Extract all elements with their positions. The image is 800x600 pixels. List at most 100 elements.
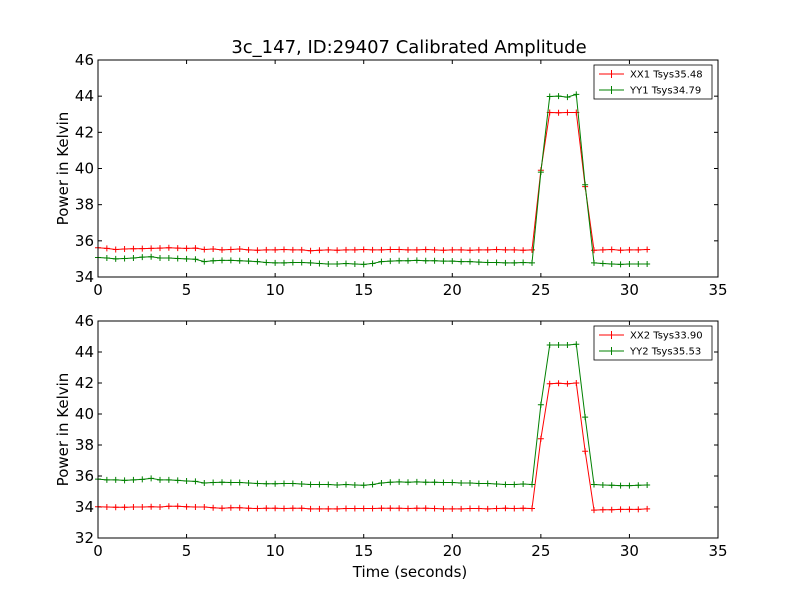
chart-2-series-2-point	[139, 476, 146, 483]
chart-2-legend-entry-2: YY2 Tsys35.53	[599, 347, 701, 358]
chart-2-ytick-label: 38	[75, 436, 94, 454]
chart-1-series-1-point	[263, 246, 270, 253]
chart-1-series-2-point	[183, 255, 190, 262]
chart-1-title: 3c_147, ID:29407 Calibrated Amplitude	[231, 37, 586, 58]
chart-1-series-1-point	[254, 247, 261, 254]
chart-2-series-1-point	[192, 504, 199, 510]
chart-2-series-1-point	[431, 505, 438, 512]
chart-2-series-2-point	[582, 414, 589, 421]
chart-2-ytick-label: 42	[75, 374, 94, 392]
chart-1-series-2-point	[431, 257, 438, 264]
chart-2-legend-label-1: XX2 Tsys33.90	[630, 331, 703, 342]
chart-2-series-2-point	[369, 481, 376, 488]
chart-2-series-1-point	[360, 505, 367, 512]
chart-1-series-1-point	[351, 246, 358, 253]
chart-2-series-2-point	[387, 479, 394, 486]
chart-2-series-2-point	[165, 476, 172, 483]
chart-1-series-1-point	[316, 247, 323, 254]
chart-1-series-1-point	[608, 246, 615, 253]
chart-1-series-1-point	[440, 247, 447, 254]
chart-2-series-2-point	[591, 481, 597, 488]
chart-2-series-1-point	[564, 380, 571, 387]
chart-1-series-2-point	[219, 257, 225, 264]
chart-1-series-2-point	[165, 255, 172, 262]
chart-1-series-1-point	[431, 246, 438, 253]
chart-1-series-2-point	[493, 259, 500, 266]
chart-2-series-2-point	[396, 478, 403, 485]
chart-2-panel: 0 5 10 15 20 25 30 35 32 34 36 38 40 42 44 46 Power in …	[54, 312, 728, 581]
chart-2-series-1-point	[165, 503, 172, 510]
chart-1-series-2-point	[236, 257, 243, 264]
chart-2-series-2-point	[484, 480, 491, 487]
chart-2-series-2-point	[316, 481, 323, 488]
chart-2-ytick-label: 36	[75, 467, 94, 485]
chart-2-series-1-point	[112, 504, 119, 511]
chart-1-series-2-point	[174, 255, 181, 262]
chart-2-series-2-point	[529, 481, 535, 488]
chart-2-xtick-label: 35	[708, 542, 727, 560]
chart-1-series-2-point	[413, 257, 420, 264]
chart-2-ytick-label: 44	[75, 343, 94, 361]
chart-2-series-1-point	[546, 380, 553, 387]
chart-1-ylabel: Power in Kelvin	[54, 112, 72, 226]
chart-1-series-2-point	[502, 259, 509, 266]
chart-1-series-2-point	[422, 257, 429, 264]
chart-1-series-2-point	[467, 258, 473, 265]
chart-2-series-1-point	[591, 507, 597, 514]
chart-2-xtick-label: 0	[93, 542, 103, 560]
chart-1-series-1-point	[130, 245, 137, 252]
chart-1-series-1-point	[555, 109, 562, 116]
chart-2-series-1-point	[210, 504, 217, 511]
chart-2-series-2-point	[502, 481, 509, 488]
chart-1-series-1-point	[148, 245, 155, 252]
chart-1-ytick-label: 46	[75, 51, 94, 69]
chart-1-series-1-point	[644, 246, 651, 253]
chart-1-series-2-point	[281, 259, 287, 266]
chart-1-series-2-point	[103, 255, 110, 262]
chart-2-series-2-point	[121, 477, 128, 484]
chart-2-series-1-point	[413, 505, 420, 512]
chart-1-ticks: 0 5 10 15 20 25 30 35 34 36 38 40 42 44 46	[75, 51, 728, 299]
chart-1-series-1-point	[139, 245, 146, 252]
chart-2-series	[95, 341, 651, 514]
chart-1-series-2-point	[387, 258, 394, 265]
chart-2-series-2-point	[626, 482, 633, 489]
chart-2-series-2-point	[413, 478, 420, 485]
chart-2-series-2-point	[183, 477, 190, 484]
chart-1-series-2-point	[121, 255, 128, 262]
chart-1-series-1-point	[458, 246, 465, 253]
chart-1-series-1-point	[626, 246, 633, 253]
chart-2-series-2-point	[467, 479, 473, 486]
chart-2-series-1-point	[484, 505, 491, 512]
chart-2-series-2-point	[431, 479, 438, 486]
chart-1-xtick-label: 5	[182, 281, 192, 299]
chart-1-series-2-point	[316, 260, 323, 267]
chart-2-series-1-point	[157, 504, 163, 510]
chart-2-series-1-point	[387, 505, 394, 512]
chart-1-xtick-label: 15	[354, 281, 373, 299]
chart-1-series-1-point	[103, 245, 110, 252]
chart-1-series-1-point	[599, 246, 606, 253]
chart-1-series-1-point	[422, 246, 429, 253]
chart-2-series-2-point	[493, 481, 500, 488]
chart-2-xtick-label: 25	[531, 542, 550, 560]
chart-2-series-2-point	[617, 482, 624, 489]
chart-2-series-1-point	[272, 505, 279, 512]
chart-1-series-2-point	[511, 259, 518, 266]
chart-2-series-2-point	[289, 480, 296, 487]
chart-2-series-2-point	[281, 480, 287, 487]
chart-1-series-1-point	[272, 246, 279, 253]
chart-1-ytick-label: 40	[75, 160, 94, 178]
chart-2-series-2-point	[440, 479, 447, 486]
chart-2-series-2-point	[236, 479, 243, 486]
chart-2-series-2-point	[608, 482, 615, 489]
chart-2-series-2-point	[644, 481, 651, 488]
chart-2-series-2-point	[148, 475, 155, 482]
chart-2-series-2-point	[103, 476, 110, 483]
chart-2-legend-label-2: YY2 Tsys35.53	[629, 347, 701, 358]
chart-2-series-1-point	[325, 505, 332, 512]
chart-1-series-1-point	[343, 246, 349, 253]
chart-1-ytick-label: 42	[75, 123, 94, 141]
chart-1-series-2-point	[599, 260, 606, 267]
chart-1-series-2-point	[484, 259, 491, 266]
